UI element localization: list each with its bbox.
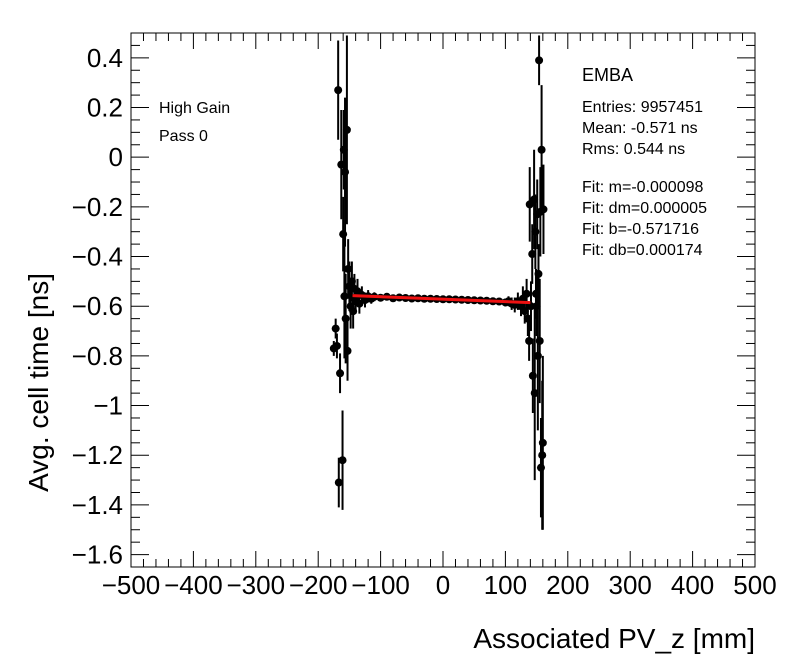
data-point (343, 346, 352, 355)
data-point (531, 289, 540, 298)
stat-mean: Mean: -0.571 ns (582, 120, 698, 137)
x-tick-label: −300 (227, 570, 286, 600)
data-point (532, 302, 541, 311)
data-point (535, 336, 544, 345)
data-point (525, 336, 534, 345)
data-point (537, 145, 546, 154)
gain-label: High Gain (159, 100, 230, 117)
y-tick-label: −1 (93, 391, 123, 421)
data-point (533, 351, 542, 360)
data-point (349, 307, 358, 316)
y-tick-label: −1.4 (72, 490, 123, 520)
y-tick-label: −0.8 (72, 341, 123, 371)
x-tick-label: −200 (289, 570, 348, 600)
error-bars (332, 35, 545, 530)
x-tick-label: −400 (164, 570, 223, 600)
data-point (526, 302, 535, 311)
fit-b: Fit: b=-0.571716 (582, 221, 699, 238)
data-point (334, 86, 343, 95)
data-point (338, 456, 347, 465)
data-point (535, 56, 544, 65)
fit-line (352, 294, 531, 305)
data-point (531, 227, 540, 236)
data-point (536, 463, 545, 472)
stat-entries: Entries: 9957451 (582, 99, 703, 116)
data-point (339, 230, 348, 239)
data-point (341, 168, 350, 177)
tick-labels: −500 −400 −300 −200 −100 0 100 200 300 400 500 0.4 0… (72, 43, 777, 600)
fit-line-group (352, 294, 531, 305)
data-point (339, 145, 348, 154)
data-point (538, 438, 547, 447)
data-point (344, 264, 353, 273)
data-point (530, 389, 539, 398)
x-tick-label: 0 (436, 570, 450, 600)
y-tick-label: 0.4 (87, 43, 123, 73)
data-point (522, 289, 531, 298)
data-point (539, 205, 548, 214)
y-tick-label: 0.2 (87, 93, 123, 123)
x-tick-label: 500 (733, 570, 776, 600)
data-point (530, 195, 539, 204)
fit-dm: Fit: dm=0.000005 (582, 200, 707, 217)
data-point (334, 478, 343, 487)
y-tick-label: −1.6 (72, 540, 123, 570)
fit-m: Fit: m=-0.000098 (582, 179, 704, 196)
y-axis-title: Avg. cell time [ns] (23, 273, 54, 492)
data-point (523, 314, 532, 323)
x-tick-label: 200 (546, 570, 589, 600)
x-tick-label: −100 (351, 570, 410, 600)
data-point (355, 299, 364, 308)
y-tick-label: −0.4 (72, 242, 123, 272)
x-tick-label: 300 (609, 570, 652, 600)
data-point (340, 292, 349, 301)
data-point (520, 307, 529, 316)
data-point (336, 369, 345, 378)
data-point (337, 160, 346, 169)
y-tick-label: −0.2 (72, 192, 123, 222)
stat-rms: Rms: 0.544 ns (582, 141, 685, 158)
y-tick-label: −1.2 (72, 440, 123, 470)
data-points (329, 56, 548, 487)
data-point (528, 371, 537, 380)
y-tick-label: −0.6 (72, 291, 123, 321)
x-tick-label: 100 (484, 570, 527, 600)
x-axis-title: Associated PV_z [mm] (473, 623, 755, 654)
x-tick-label: 400 (671, 570, 714, 600)
data-point (538, 451, 547, 460)
data-point (347, 277, 356, 286)
data-point (528, 250, 537, 259)
y-tick-label: 0 (109, 142, 123, 172)
data-point (332, 341, 341, 350)
pass-label: Pass 0 (159, 128, 208, 145)
x-tick-label: −500 (102, 570, 161, 600)
fit-db: Fit: db=0.000174 (582, 242, 703, 259)
data-point (331, 324, 340, 333)
stat-title: EMBA (582, 65, 633, 85)
data-point (342, 125, 351, 134)
axis-ticks (130, 33, 756, 568)
data-point (341, 314, 350, 323)
data-point (534, 269, 543, 278)
